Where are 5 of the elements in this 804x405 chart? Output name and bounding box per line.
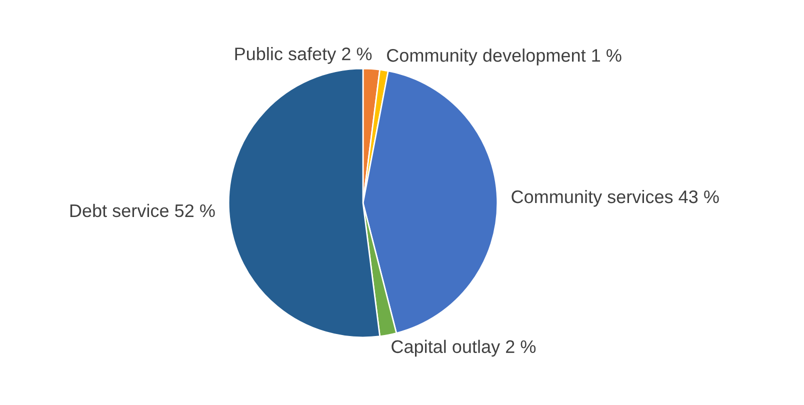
slice-label: Community services 43 % xyxy=(512,190,719,207)
slice-label: Community development 1 % xyxy=(387,48,622,66)
slice-label: Public safety 2 % xyxy=(235,47,372,64)
slice-label: Debt service 52 % xyxy=(70,204,215,218)
slice-label: Capital outlay 2 % xyxy=(392,340,536,357)
